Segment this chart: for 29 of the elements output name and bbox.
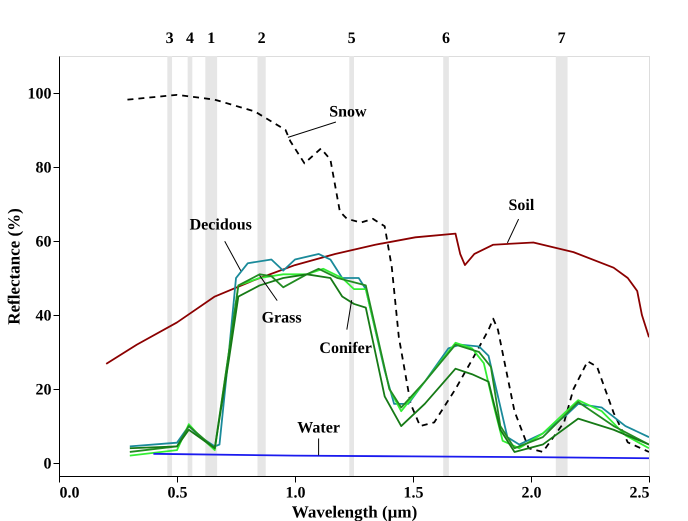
x-tick-label: 0.0	[60, 484, 80, 502]
y-tick-label: 100	[28, 86, 52, 103]
band-label: 3	[166, 30, 174, 47]
y-tick-label: 80	[36, 160, 52, 177]
y-tick-label: 20	[36, 382, 52, 399]
band-label: 7	[558, 30, 566, 47]
x-tick-label: 2.0	[522, 484, 542, 502]
x-tick-label: 1.5	[404, 484, 424, 502]
annotation: Conifer	[319, 340, 372, 358]
y-tick-label: 40	[36, 308, 52, 325]
band-label: 1	[207, 30, 216, 47]
x-tick-label: 2.5	[630, 484, 650, 502]
band-label: 6	[442, 30, 450, 47]
y-tick-label: 0	[44, 456, 52, 473]
line-series	[126, 94, 649, 453]
band-label: 2	[258, 30, 266, 47]
band-label: 5	[348, 30, 356, 47]
x-tick-label: 1.0	[286, 484, 306, 502]
x-axis-title: Wavelength (µm)	[292, 502, 418, 521]
band-label: 4	[186, 30, 194, 47]
annotation: Decidous	[190, 216, 252, 234]
annotation: Water	[297, 419, 340, 436]
line-series	[105, 232, 649, 365]
y-tick-label: 60	[36, 234, 52, 251]
annotation: Snow	[329, 103, 368, 120]
y-axis-title: Reflectance (%)	[4, 208, 24, 325]
x-tick-label: 0.5	[168, 484, 188, 502]
annotation: Soil	[508, 196, 535, 214]
annotation: Grass	[262, 309, 302, 326]
